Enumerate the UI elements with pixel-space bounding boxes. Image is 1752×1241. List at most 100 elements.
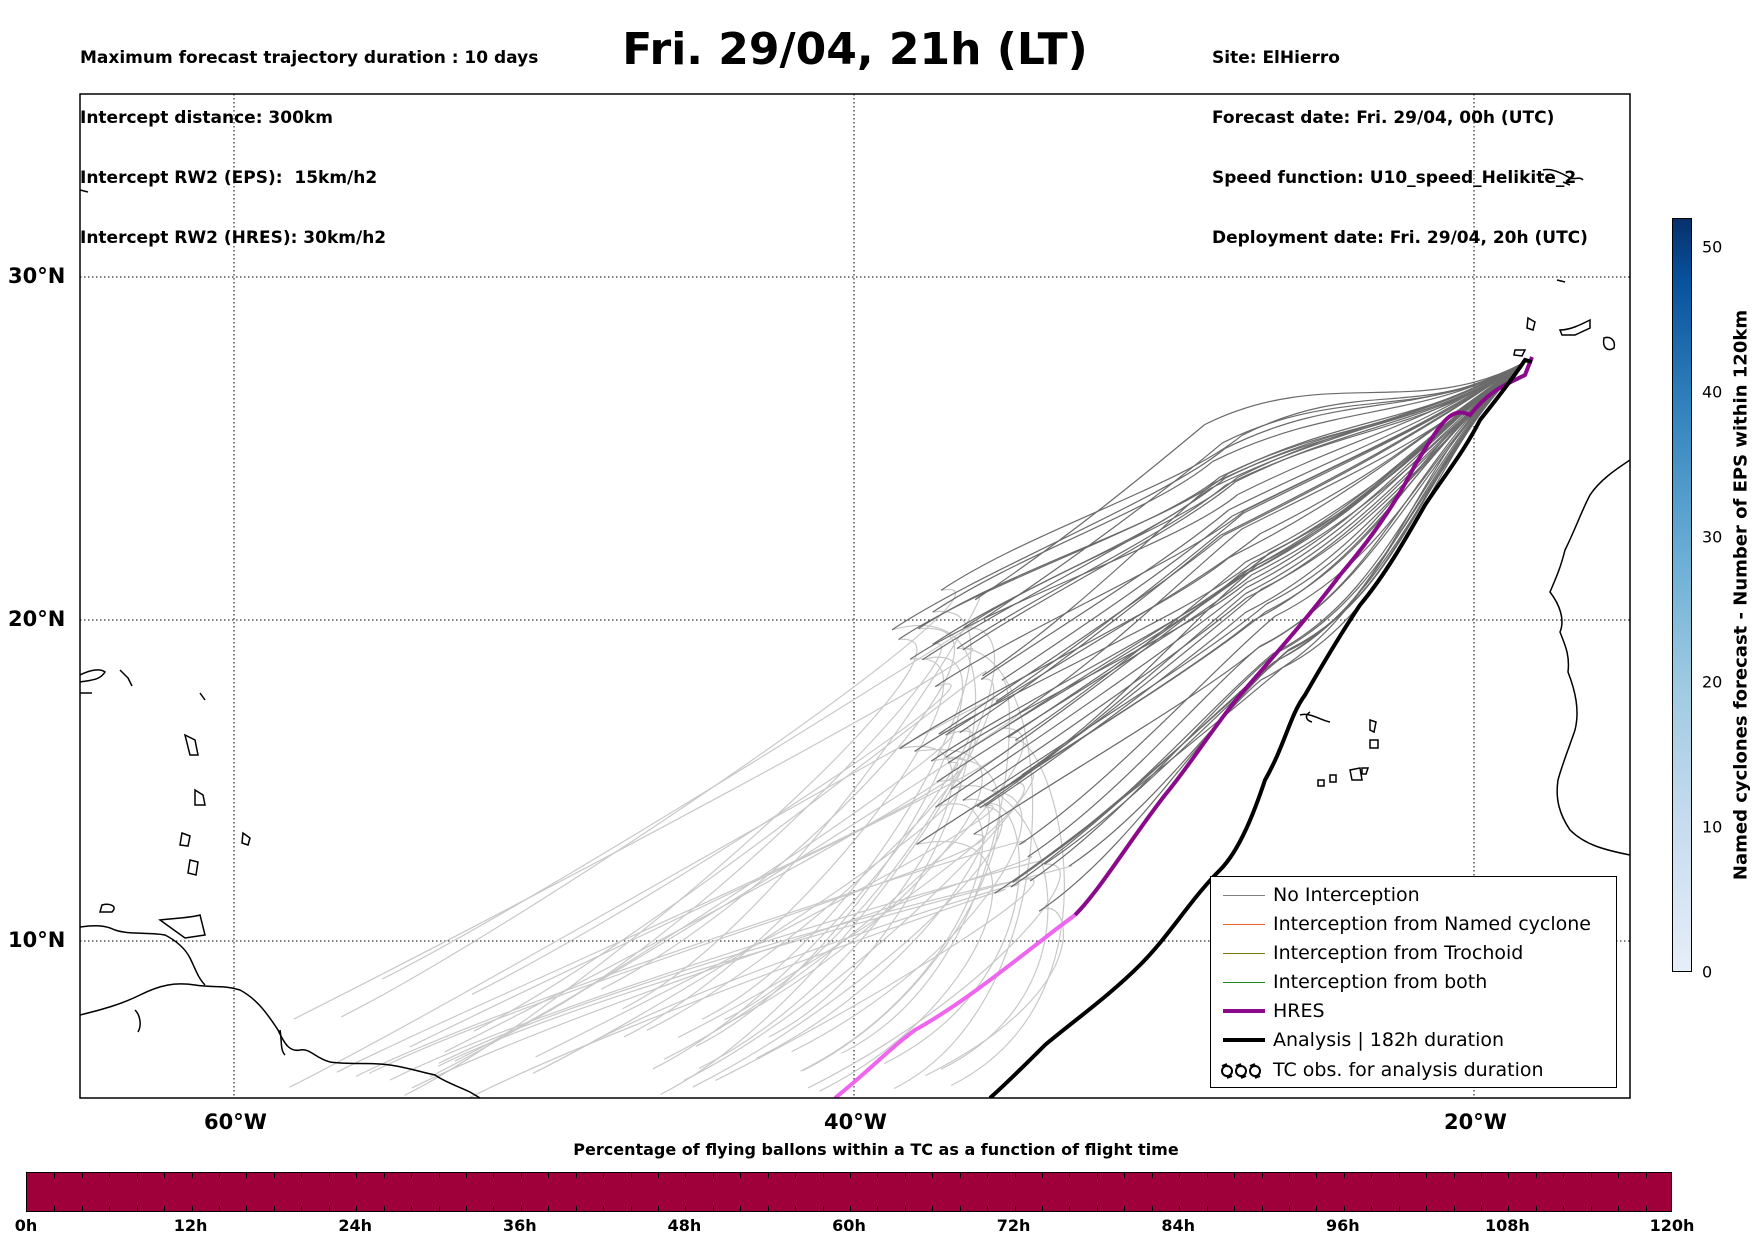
bar-tick-mark <box>1288 1173 1290 1178</box>
bar-tick-mark <box>54 1173 56 1178</box>
eps-trajectory-late <box>991 603 1268 792</box>
colorbar <box>1672 218 1692 972</box>
map-legend: No Interception Interception from Named … <box>1210 876 1617 1088</box>
eps-trajectory-late <box>1001 515 1233 681</box>
bar-tick-mark <box>1590 1173 1592 1178</box>
eps-trajectory-early <box>355 840 1027 1077</box>
eps-trajectory-early <box>724 627 996 1021</box>
time-tick-label: 48h <box>667 1216 702 1235</box>
legend-swatch <box>1223 1009 1265 1013</box>
colorbar-tick: 10 <box>1702 817 1723 837</box>
bar-tick-mark <box>383 1173 385 1178</box>
legend-item: No Interception <box>1211 881 1616 909</box>
eps-trajectory-early <box>660 678 995 1095</box>
eps-trajectory-late <box>945 581 1248 758</box>
eps-trajectory-late <box>984 612 1246 807</box>
bottom-caption: Percentage of flying ballons within a TC… <box>573 1140 1179 1159</box>
eps-trajectory-early <box>382 614 990 980</box>
time-tick-label: 0h <box>14 1216 38 1235</box>
bar-tick-mark <box>1563 1206 1565 1211</box>
bar-tick-mark <box>1124 1206 1126 1211</box>
eps-trajectory-early <box>716 749 983 1030</box>
time-tick-label: 84h <box>1161 1216 1196 1235</box>
eps-trajectory-late <box>983 442 1223 619</box>
eps-trajectory-late <box>1223 361 1526 536</box>
bar-tick-mark <box>740 1173 742 1178</box>
bar-tick-mark <box>1179 1206 1181 1211</box>
eps-trajectory-late <box>935 587 1247 808</box>
bar-tick-mark <box>219 1173 221 1178</box>
bar-tick-mark <box>1014 1173 1016 1178</box>
eps-trajectory-late <box>938 534 1224 735</box>
legend-label: Interception from Trochoid <box>1273 942 1524 964</box>
legend-label: Interception from both <box>1273 971 1488 993</box>
eps-trajectory-early <box>807 863 1061 1089</box>
bar-tick-mark <box>767 1206 769 1211</box>
legend-label: Analysis | 182h duration <box>1273 1029 1505 1051</box>
bar-tick-mark <box>1645 1206 1647 1211</box>
eps-trajectory-early <box>429 729 955 1078</box>
tc-percentage-bar <box>26 1172 1672 1212</box>
bar-tick-mark <box>1426 1173 1428 1178</box>
bar-tick-mark <box>1371 1173 1373 1178</box>
bar-tick-mark <box>301 1206 303 1211</box>
bar-tick-mark <box>630 1206 632 1211</box>
bar-tick-mark <box>136 1173 138 1178</box>
bar-tick-mark <box>1179 1173 1181 1178</box>
bar-tick-mark <box>685 1173 687 1178</box>
bar-tick-mark <box>712 1173 714 1178</box>
bar-tick-mark <box>1288 1206 1290 1211</box>
bar-tick-mark <box>1618 1173 1620 1178</box>
bar-tick-mark <box>1618 1206 1620 1211</box>
time-tick-label: 108h <box>1484 1216 1530 1235</box>
bar-tick-mark <box>1398 1206 1400 1211</box>
lon-label: 20°W <box>1444 1110 1507 1134</box>
eps-trajectory-late <box>891 448 1226 631</box>
eps-trajectory-early <box>802 758 1001 1072</box>
lat-label: 20°N <box>8 607 66 631</box>
eps-trajectory-late <box>962 597 1247 801</box>
bar-tick-mark <box>328 1206 330 1211</box>
eps-trajectory-late <box>914 562 1252 752</box>
bar-tick-mark <box>1069 1206 1071 1211</box>
bar-tick-mark <box>438 1206 440 1211</box>
eps-trajectory-early <box>340 588 957 1018</box>
eps-trajectory-late <box>1012 650 1289 883</box>
eps-trajectory-early <box>800 803 984 1072</box>
eps-trajectory-late <box>909 494 1239 660</box>
bar-tick-mark <box>246 1206 248 1211</box>
legend-item: HRES <box>1211 997 1616 1025</box>
hres-trajectory <box>1073 356 1534 917</box>
bar-tick-mark <box>712 1206 714 1211</box>
lon-label: 60°W <box>204 1110 267 1134</box>
bar-tick-mark <box>383 1206 385 1211</box>
eps-trajectory-late <box>959 534 1221 734</box>
eps-trajectory-early <box>652 728 971 1070</box>
bar-tick-mark <box>987 1173 989 1178</box>
bar-tick-mark <box>1096 1206 1098 1211</box>
bar-tick-mark <box>1508 1173 1510 1178</box>
eps-trajectory-early <box>593 883 1020 1042</box>
bar-tick-mark <box>1124 1173 1126 1178</box>
bar-tick-mark <box>301 1173 303 1178</box>
eps-trajectory-late <box>1228 361 1526 511</box>
bar-tick-mark <box>465 1206 467 1211</box>
header-left-line: Intercept RW2 (HRES): 30km/h2 <box>80 228 387 248</box>
bar-tick-mark <box>356 1173 358 1178</box>
bar-tick-mark <box>164 1206 166 1211</box>
eps-trajectory-early <box>404 638 918 1096</box>
colorbar-tick: 20 <box>1702 672 1723 692</box>
eps-trajectory-late <box>1038 679 1262 912</box>
eps-trajectory-early <box>791 790 1023 1053</box>
time-tick-label: 96h <box>1325 1216 1360 1235</box>
bar-tick-mark <box>1343 1173 1345 1178</box>
bar-tick-mark <box>822 1206 824 1211</box>
eps-trajectory-late <box>1011 588 1262 784</box>
bar-tick-mark <box>1426 1206 1428 1211</box>
lat-label: 10°N <box>8 928 66 952</box>
time-tick-label: 120h <box>1649 1216 1695 1235</box>
lat-label: 30°N <box>8 264 66 288</box>
bar-tick-mark <box>136 1206 138 1211</box>
eps-trajectory-late <box>936 574 1253 783</box>
